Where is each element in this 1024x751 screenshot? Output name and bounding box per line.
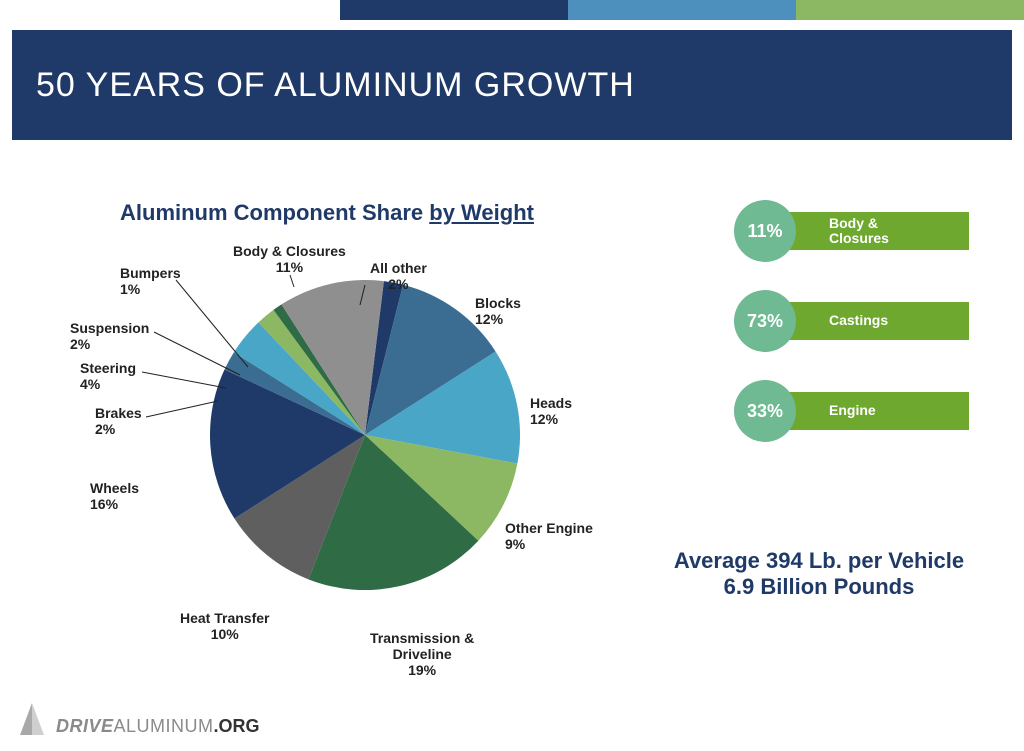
stat-line-1: Average 394 Lb. per Vehicle bbox=[654, 548, 984, 574]
pie-chart-area: All other2% Blocks12% Heads12% Other Engine… bbox=[60, 230, 660, 700]
badge-percent: 73% bbox=[734, 290, 796, 352]
pie-slice-label: Other Engine9% bbox=[505, 520, 593, 552]
chart-title-underlined: by Weight bbox=[429, 200, 534, 225]
logo-icon bbox=[14, 701, 50, 737]
stripe-spacer bbox=[0, 0, 340, 20]
footer-brand-plain: ALUMINUM bbox=[114, 716, 214, 737]
top-stripes bbox=[0, 0, 1024, 20]
badge-label: Engine bbox=[789, 392, 969, 430]
footer-brand-italic: DRIVE bbox=[56, 716, 114, 737]
pie-slice-label: Body & Closures11% bbox=[233, 243, 346, 275]
stat-badge: Castings73% bbox=[734, 290, 994, 350]
pie-slice-label: Wheels16% bbox=[90, 480, 139, 512]
pie-slice-label: Steering4% bbox=[80, 360, 136, 392]
stripe-green bbox=[796, 0, 1024, 20]
stripe-blue bbox=[568, 0, 796, 20]
page-title: 50 YEARS OF ALUMINUM GROWTH bbox=[36, 66, 635, 105]
pie-slice-label: Heads12% bbox=[530, 395, 572, 427]
badge-label: Body &Closures bbox=[789, 212, 969, 250]
badge-percent: 33% bbox=[734, 380, 796, 442]
pie-slice-label: Transmission &Driveline19% bbox=[370, 630, 474, 678]
chart-title: Aluminum Component Share by Weight bbox=[120, 200, 534, 226]
pie-slice-label: Suspension2% bbox=[70, 320, 149, 352]
pie-slice-label: Brakes2% bbox=[95, 405, 142, 437]
stripe-navy bbox=[340, 0, 568, 20]
pie-slice-label: All other2% bbox=[370, 260, 427, 292]
summary-stats: Average 394 Lb. per Vehicle 6.9 Billion … bbox=[654, 548, 984, 600]
stat-line-2: 6.9 Billion Pounds bbox=[654, 574, 984, 600]
stat-badges: Body &Closures11% Castings73% Engine33% bbox=[734, 200, 994, 470]
pie-slice-label: Bumpers1% bbox=[120, 265, 181, 297]
badge-percent: 11% bbox=[734, 200, 796, 262]
stat-badge: Body &Closures11% bbox=[734, 200, 994, 260]
badge-label: Castings bbox=[789, 302, 969, 340]
pie-chart bbox=[210, 280, 520, 590]
footer-logo: DRIVEALUMINUM.ORG bbox=[14, 697, 260, 737]
title-bar: 50 YEARS OF ALUMINUM GROWTH bbox=[12, 30, 1012, 140]
chart-title-prefix: Aluminum Component Share bbox=[120, 200, 429, 225]
pie-slice-label: Blocks12% bbox=[475, 295, 521, 327]
pie-slice-label: Heat Transfer10% bbox=[180, 610, 269, 642]
stat-badge: Engine33% bbox=[734, 380, 994, 440]
footer-brand-domain: .ORG bbox=[214, 716, 260, 737]
